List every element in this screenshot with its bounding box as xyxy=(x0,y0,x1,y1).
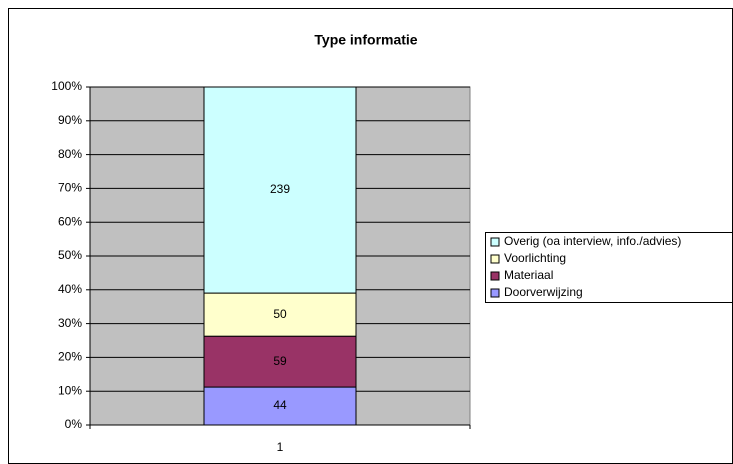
bar-segment xyxy=(203,86,357,294)
legend-label: Voorlichting xyxy=(504,251,566,265)
y-tick-label: 80% xyxy=(58,147,82,161)
legend-swatch xyxy=(490,254,500,264)
data-label: 44 xyxy=(273,398,287,412)
bar-segment xyxy=(203,292,357,337)
legend-label: Materiaal xyxy=(504,268,553,282)
y-tick-label: 40% xyxy=(58,282,82,296)
legend-label: Overig (oa interview, info./advies) xyxy=(504,234,681,248)
y-tick-label: 20% xyxy=(58,350,82,364)
y-tick-label: 0% xyxy=(65,417,83,431)
y-tick-label: 50% xyxy=(58,248,82,262)
y-tick-label: 90% xyxy=(58,113,82,127)
y-tick-label: 60% xyxy=(58,214,82,228)
legend-swatch xyxy=(490,237,500,247)
legend-swatch xyxy=(490,271,500,281)
data-label: 239 xyxy=(270,182,290,196)
x-tick-label: 1 xyxy=(277,440,284,454)
y-tick-label: 10% xyxy=(58,383,82,397)
data-label: 59 xyxy=(273,354,287,368)
data-label: 50 xyxy=(273,307,287,321)
legend-label: Doorverwijzing xyxy=(504,285,583,299)
y-tick-label: 70% xyxy=(58,181,82,195)
legend-swatch xyxy=(490,288,500,298)
legend-box xyxy=(485,232,733,303)
y-tick-label: 100% xyxy=(51,79,82,93)
y-tick-label: 30% xyxy=(58,316,82,330)
chart-title: Type informatie xyxy=(314,32,417,48)
